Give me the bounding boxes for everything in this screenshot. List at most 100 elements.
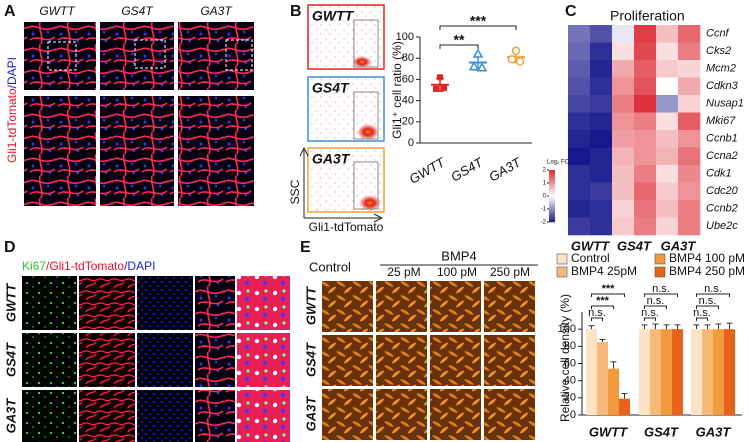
sig-bracket (439, 44, 479, 49)
column-label: Control (309, 259, 351, 274)
bar (608, 368, 619, 415)
bar (619, 398, 630, 415)
heatmap-cell (612, 182, 635, 201)
x-tick-label: GWTT (407, 154, 449, 187)
micrograph (237, 276, 290, 330)
heatmap-cell (634, 182, 657, 201)
colorbar-step (549, 196, 555, 199)
heatmap-cell (656, 200, 679, 218)
row-label: Cdc20 (706, 185, 739, 197)
micrograph (79, 390, 135, 442)
micrograph (484, 281, 535, 332)
sig-label: n.s. (652, 283, 670, 295)
colorbar-step (549, 183, 555, 186)
sig-label: n.s. (693, 307, 711, 319)
micrograph (137, 276, 193, 330)
micrograph (376, 281, 427, 332)
heatmap-cell (678, 77, 701, 96)
stain-label: Ki67/Gli1-tdTomato/DAPI (22, 259, 155, 273)
heatmap-cell (590, 95, 613, 113)
flow-label: GWTT (312, 8, 355, 24)
point (507, 55, 517, 64)
y-tick-label: 60 (564, 357, 576, 369)
colorbar-label: -2 (541, 220, 547, 226)
panel-label: B (290, 3, 302, 20)
sig-bracket (591, 305, 614, 309)
heatmap-cell (656, 112, 679, 131)
column-label: GWTT (571, 238, 610, 253)
bar (691, 329, 702, 415)
flow-plot (307, 4, 385, 70)
row-label: Ccnb2 (706, 203, 738, 215)
micrograph (376, 335, 427, 386)
stain-text: Gli1-tdTomato (5, 88, 19, 163)
point (433, 85, 439, 92)
heatmap-cell (612, 42, 635, 61)
micrograph (178, 22, 254, 90)
point (472, 48, 484, 58)
heatmap-cell (568, 112, 591, 131)
row-label: Cdkn3 (706, 80, 739, 92)
heatmap-cell (656, 182, 679, 201)
heatmap-cell (568, 182, 591, 201)
treatment-label: BMP4 (441, 248, 476, 263)
panel-label: C (565, 3, 577, 20)
axis-arrows (299, 146, 384, 223)
column-label: GA3T (661, 238, 697, 253)
heatmap-cell (568, 42, 591, 61)
row-label: Cks2 (706, 45, 731, 57)
bar (724, 329, 735, 415)
colorbar-step (549, 214, 555, 218)
colorbar-step (549, 216, 555, 220)
legend-swatch (556, 253, 568, 265)
heatmap-cell (678, 95, 701, 113)
row-label: GS4T (3, 342, 18, 377)
heatmap-cell (656, 165, 679, 183)
row-label: Ccna2 (706, 150, 738, 162)
heatmap-cell (568, 165, 591, 183)
colorbar-step (549, 193, 555, 197)
heatmap-cell (634, 112, 657, 131)
heatmap-cell (568, 200, 591, 218)
y-tick-label: 40 (564, 375, 576, 387)
heatmap-cell (568, 25, 591, 43)
gate (353, 91, 379, 140)
colorbar-step (549, 170, 555, 173)
heatmap-cell (612, 95, 635, 113)
heatmap-cell (656, 42, 679, 61)
legend-label: BMP4 250 pM (669, 264, 745, 278)
colorbar-step (549, 175, 555, 179)
heatmap-cell (678, 60, 701, 78)
sig-label: n.s. (699, 295, 717, 307)
heatmap-cell (634, 147, 657, 166)
row-label: Ccnb1 (706, 133, 738, 145)
inset-box (225, 39, 253, 71)
sig-bracket (439, 25, 517, 30)
micrograph (22, 276, 77, 330)
heatmap-cell (634, 42, 657, 61)
y-tick-label: 0 (570, 409, 576, 421)
heatmap-cell (568, 60, 591, 78)
heatmap-cell (634, 130, 657, 148)
y-tick-label: 40 (402, 95, 414, 107)
bar (639, 329, 650, 415)
heatmap-cell (612, 217, 635, 236)
sig-label: *** (602, 283, 616, 295)
micrograph (195, 390, 235, 442)
bar (702, 329, 713, 415)
stain-text: /DAPI (124, 259, 155, 273)
heatmap-cell (590, 217, 613, 236)
point (441, 84, 447, 91)
micrograph (100, 96, 174, 206)
flow-label: GA3T (312, 151, 351, 167)
heatmap-cell (612, 130, 635, 148)
micrograph (430, 389, 481, 440)
legend-label: BMP4 100 pM (669, 251, 745, 265)
micrograph (376, 389, 427, 440)
heatmap-cell (634, 95, 657, 113)
inset-box (47, 41, 77, 71)
sig-bracket (591, 317, 603, 321)
stain-text: /DAPI (5, 57, 19, 88)
row-label: Ube2c (706, 220, 738, 232)
